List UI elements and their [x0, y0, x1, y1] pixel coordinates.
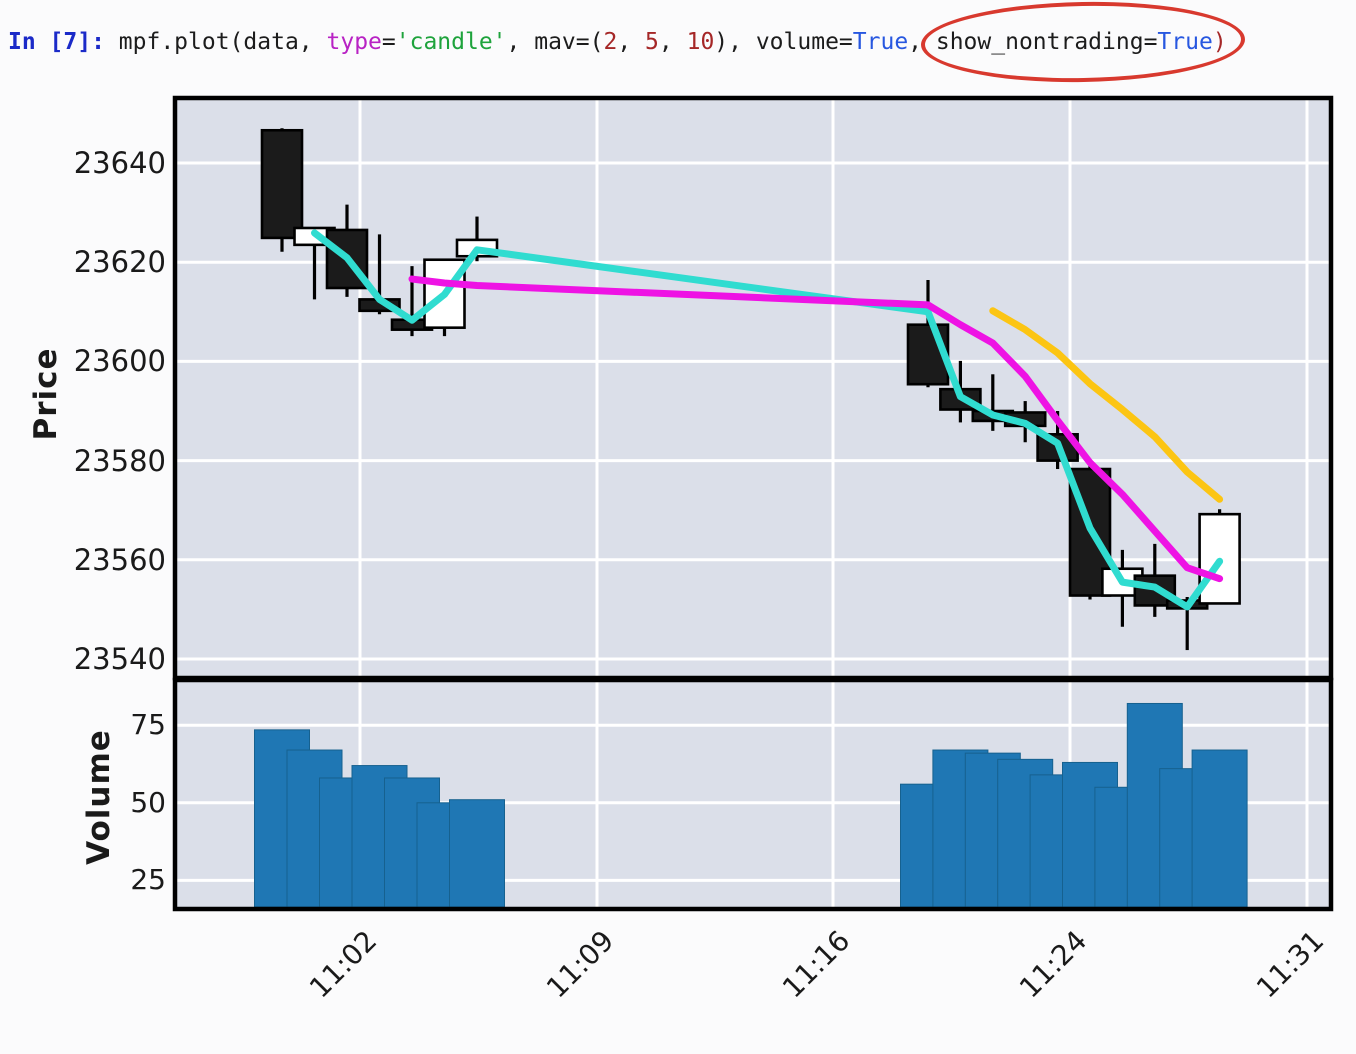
code-token: 2: [603, 29, 618, 55]
price-tick-label: 23560: [73, 543, 166, 577]
code-token: ), volume=: [714, 29, 853, 55]
price-tick-label: 23640: [73, 146, 166, 180]
code-token: , mav=(: [506, 29, 604, 55]
code-token: type: [326, 29, 382, 55]
code-token: , show_nontrading=: [908, 29, 1158, 55]
code-token: ,: [617, 29, 646, 55]
code-token: ): [1212, 29, 1227, 55]
price-tick-label: 23620: [73, 245, 166, 279]
volume-tick-label: 75: [130, 708, 166, 741]
code-token: =: [381, 29, 396, 55]
code-token: 10: [686, 29, 715, 55]
code-token: 5: [645, 29, 659, 55]
candlestick-chart: [172, 95, 1334, 912]
code-token: True: [852, 29, 909, 55]
price-tick-label: 23580: [73, 444, 166, 478]
volume-tick-label: 25: [130, 863, 166, 896]
code-token: In [7]:: [8, 29, 119, 55]
candle-body-down: [260, 128, 304, 240]
code-input-line[interactable]: In [7]: mpf.plot(data, type='candle', ma…: [8, 27, 1227, 57]
price-tick-label: 23600: [73, 344, 166, 378]
volume-bar: [1191, 749, 1248, 908]
code-token: 'candle': [395, 29, 507, 55]
price-tick-label: 23540: [73, 642, 166, 676]
volume-tick-label: 50: [130, 786, 166, 819]
moving-average-line-5: [408, 275, 1224, 583]
moving-average-line-2: [311, 229, 1224, 611]
volume-bar: [449, 799, 505, 908]
price-axis-title: Price: [28, 347, 64, 441]
panel-border: [172, 677, 1334, 912]
code-token: ,: [658, 29, 687, 55]
code-token: mpf.plot(data,: [118, 29, 327, 55]
volume-axis-title: Volume: [81, 729, 117, 865]
moving-average-line-10: [989, 307, 1224, 503]
code-token: True: [1157, 29, 1213, 55]
